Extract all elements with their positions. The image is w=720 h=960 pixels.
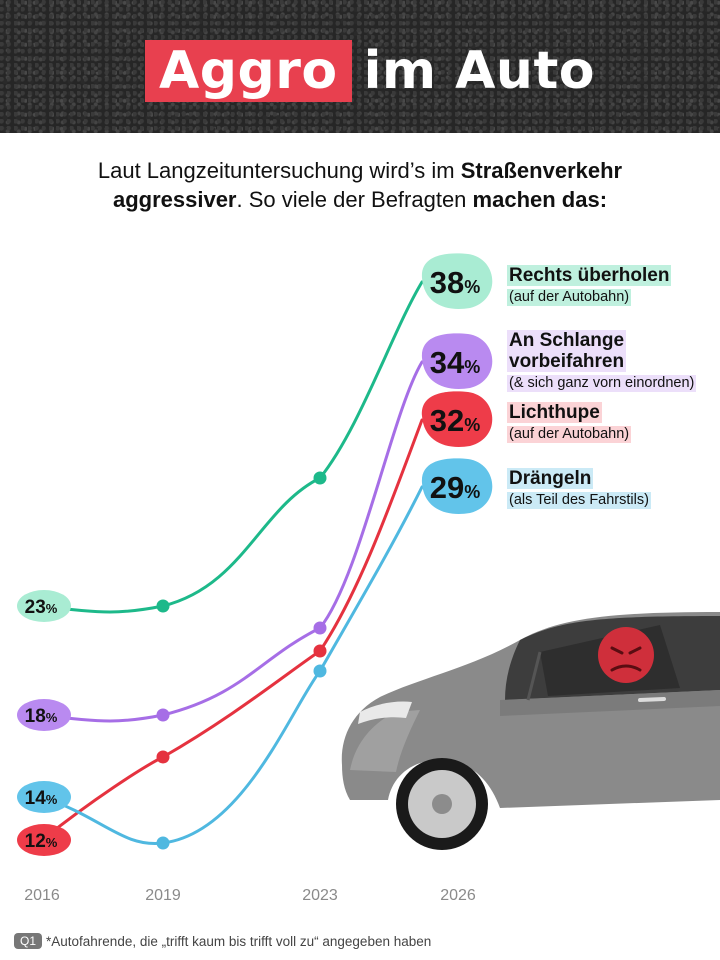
header-banner: Aggro im Auto: [0, 0, 720, 133]
intro-part2: . So viele der Befragten: [236, 187, 473, 212]
start-bubble-green: [17, 590, 71, 622]
footnote-text: *Autofahrende, die „trifft kaum bis trif…: [46, 933, 432, 949]
series-name: Drängeln: [507, 468, 594, 489]
end-bubble-red: [421, 391, 493, 447]
series-note: (auf der Autobahn): [507, 289, 632, 306]
intro-part1: Laut Langzeituntersuchung wird’s im: [97, 158, 461, 183]
legend-label-green: Rechts überholen (auf der Autobahn): [507, 265, 672, 306]
start-bubble-red: [17, 824, 71, 856]
legend-label-red: Lichthupe (auf der Autobahn): [507, 402, 632, 443]
series-line-blue: [40, 485, 424, 846]
series-name: vorbeifahren: [507, 351, 627, 372]
intro-bold2: aggressiver: [112, 187, 237, 212]
start-bubble-purple: [17, 699, 71, 731]
x-tick-label: 2019: [145, 887, 181, 904]
x-tick-label: 2026: [440, 887, 476, 904]
series-line-green: [40, 280, 424, 614]
intro-text: Laut Langzeituntersuchung wird’s im Stra…: [0, 156, 720, 214]
end-bubble-green: [421, 253, 493, 309]
legend-label-blue: Drängeln (als Teil des Fahrstils): [507, 468, 651, 509]
start-value-label: 18%: [25, 706, 58, 727]
page-title: Aggro im Auto: [145, 40, 595, 102]
data-point-red: [156, 750, 170, 764]
data-point-blue: [313, 664, 327, 678]
series-note: (auf der Autobahn): [507, 426, 632, 443]
intro-bold1: Straßenverkehr: [460, 158, 623, 183]
series-name: Rechts überholen: [507, 265, 672, 286]
end-bubble-purple: [421, 333, 493, 389]
line-chart: 23% 38% 18% 34% 12% 32% 14% 29% 2016 2019 2023 202…: [17, 253, 720, 904]
series-name: Lichthupe: [507, 402, 602, 423]
data-point-blue: [156, 836, 170, 850]
end-value-label: 34%: [430, 345, 481, 380]
footnote-tag: Q1: [14, 933, 43, 949]
end-value-label: 29%: [430, 470, 481, 505]
x-tick-label: 2023: [302, 887, 338, 904]
data-point-red: [313, 644, 327, 658]
series-name: An Schlange: [507, 330, 627, 351]
start-bubble-blue: [17, 781, 71, 813]
series-note: (& sich ganz vorn einordnen): [507, 375, 697, 392]
title-rest: im Auto: [363, 41, 596, 101]
car-illustration: [341, 612, 720, 850]
end-value-label: 32%: [430, 403, 481, 438]
data-point-purple: [156, 708, 170, 722]
series-line-purple: [40, 360, 424, 723]
legend-label-purple: An Schlange vorbeifahren (& sich ganz vorn…: [507, 330, 697, 392]
end-value-label: 38%: [430, 265, 481, 300]
start-value-label: 12%: [25, 831, 58, 852]
series-line-red: [40, 418, 424, 842]
end-bubble-blue: [421, 458, 493, 514]
title-highlight: Aggro: [145, 40, 352, 102]
data-point-green: [156, 599, 170, 613]
start-value-label: 23%: [25, 597, 58, 618]
data-point-purple: [313, 621, 327, 635]
angry-face-icon: [598, 627, 654, 683]
data-point-green: [313, 471, 327, 485]
x-tick-label: 2016: [24, 887, 60, 904]
footnote: Q1 *Autofahrende, die „trifft kaum bis t…: [14, 931, 431, 951]
intro-bold3: machen das:: [472, 187, 608, 212]
start-value-label: 14%: [25, 788, 58, 809]
series-note: (als Teil des Fahrstils): [507, 492, 651, 509]
